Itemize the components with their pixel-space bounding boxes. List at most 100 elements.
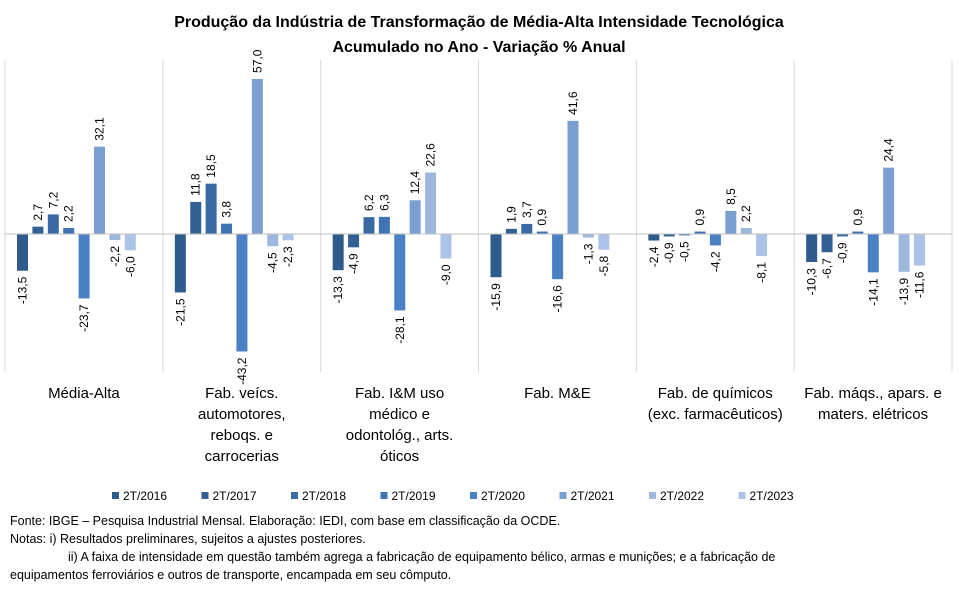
data-label: -4,2 bbox=[708, 251, 722, 272]
bar bbox=[109, 234, 121, 240]
bar bbox=[552, 234, 564, 280]
bar bbox=[409, 200, 421, 234]
data-label: 22,6 bbox=[424, 143, 438, 167]
data-label: -0,5 bbox=[678, 241, 692, 262]
bar bbox=[867, 234, 879, 273]
data-label: 3,8 bbox=[220, 201, 234, 218]
bar bbox=[821, 234, 833, 253]
data-label: -11,6 bbox=[912, 271, 926, 298]
bar-chart: Produção da Indústria de Transformação d… bbox=[4, 14, 953, 503]
data-label: -4,5 bbox=[266, 252, 280, 273]
data-label: -8,1 bbox=[755, 262, 769, 283]
category-labels-group: Média-Alta Fab. veícs. automotores, reboqs.… bbox=[48, 385, 942, 465]
legend-item: 2T/2023 bbox=[738, 489, 794, 503]
legend-item: 2T/2020 bbox=[470, 489, 525, 503]
data-label: -28,1 bbox=[393, 316, 407, 344]
bar bbox=[521, 223, 533, 234]
legend-swatch bbox=[380, 492, 388, 499]
bar bbox=[440, 234, 452, 259]
source-note: Fonte: IBGE – Pesquisa Industrial Mensal… bbox=[10, 514, 561, 528]
legend-swatch bbox=[470, 492, 477, 499]
bar bbox=[63, 228, 75, 234]
legend-swatch bbox=[201, 492, 209, 499]
bar bbox=[378, 216, 390, 234]
legend-item: 2T/2018 bbox=[291, 489, 346, 503]
chart-title: Produção da Indústria de Transformação d… bbox=[174, 14, 784, 31]
legend-item: 2T/2016 bbox=[112, 489, 167, 503]
bar bbox=[598, 234, 610, 250]
legend-label: 2T/2020 bbox=[481, 489, 525, 503]
data-label: 8,5 bbox=[724, 188, 738, 205]
bar bbox=[490, 234, 502, 278]
data-label: -9,0 bbox=[439, 264, 453, 285]
legend-label: 2T/2016 bbox=[123, 489, 167, 503]
data-label: -10,3 bbox=[805, 268, 819, 296]
legend-swatch bbox=[649, 492, 656, 499]
data-label: -4,9 bbox=[347, 253, 361, 274]
data-label: -1,3 bbox=[581, 243, 595, 264]
data-label: 41,6 bbox=[566, 91, 580, 115]
bar bbox=[898, 234, 910, 272]
bar bbox=[883, 167, 895, 234]
bar bbox=[425, 172, 437, 234]
legend-label: 2T/2018 bbox=[302, 489, 346, 503]
data-label: -0,9 bbox=[662, 242, 676, 263]
data-label: 6,2 bbox=[362, 194, 376, 211]
bar bbox=[725, 210, 737, 234]
data-label: -21,5 bbox=[173, 298, 187, 326]
data-label: -13,5 bbox=[16, 276, 30, 304]
legend-swatch bbox=[738, 492, 746, 499]
bar bbox=[251, 78, 263, 235]
category-label: Fab. M&E bbox=[524, 385, 591, 402]
data-label: 2,2 bbox=[739, 205, 753, 222]
bar bbox=[648, 234, 660, 241]
bar bbox=[174, 234, 186, 293]
category-label: Fab. I&M uso médico e odontológ., arts. óti… bbox=[346, 385, 454, 465]
note-ii-line1: ii) A faixa de intensidade em questão ta… bbox=[68, 550, 776, 564]
bar bbox=[505, 228, 517, 234]
legend-label: 2T/2022 bbox=[660, 489, 704, 503]
bar bbox=[363, 217, 375, 234]
bar bbox=[267, 234, 279, 247]
legend-label: 2T/2021 bbox=[571, 489, 615, 503]
bar bbox=[236, 234, 248, 352]
data-label: -13,9 bbox=[897, 277, 911, 305]
data-label: 12,4 bbox=[408, 171, 422, 195]
bar bbox=[32, 226, 44, 234]
bar bbox=[663, 234, 675, 237]
bar bbox=[679, 234, 691, 236]
legend-label: 2T/2017 bbox=[213, 489, 257, 503]
bar bbox=[756, 234, 768, 257]
data-label: -14,1 bbox=[866, 278, 880, 306]
category-label: Média-Alta bbox=[48, 385, 120, 402]
bar bbox=[394, 234, 406, 311]
bar bbox=[709, 234, 721, 246]
data-label: -2,3 bbox=[281, 246, 295, 267]
legend: 2T/2016 2T/2017 2T/2018 2T/2019 2T/2020 2T/20… bbox=[112, 489, 794, 503]
category-label: Fab. máqs., apars. e maters. elétricos bbox=[804, 385, 942, 423]
data-label: -5,8 bbox=[597, 255, 611, 276]
data-label: 0,9 bbox=[693, 209, 707, 226]
data-label: 2,2 bbox=[62, 205, 76, 222]
bar bbox=[190, 201, 202, 234]
bar bbox=[694, 231, 706, 234]
bar bbox=[852, 231, 864, 234]
data-label: -2,2 bbox=[108, 246, 122, 267]
value-labels-group: -13,5 -21,5 -13,3 -15,9 -2,4 -10,3 2,7 11,8 -4,9… bbox=[16, 49, 927, 385]
data-label: 7,2 bbox=[46, 191, 60, 208]
legend-swatch bbox=[112, 492, 119, 499]
chart-notes: Fonte: IBGE – Pesquisa Industrial Mensal… bbox=[10, 512, 955, 584]
legend-swatch bbox=[559, 492, 567, 499]
data-label: 1,9 bbox=[504, 206, 518, 223]
data-label: -6,0 bbox=[123, 256, 137, 277]
chart-subtitle: Acumulado no Ano - Variação % Anual bbox=[332, 39, 625, 56]
note-ii-line2: equipamentos ferroviários e outros de tr… bbox=[10, 568, 452, 582]
data-label: 2,7 bbox=[31, 204, 45, 221]
legend-swatch bbox=[291, 492, 298, 499]
bar bbox=[913, 234, 925, 266]
category-label: Fab. veícs. automotores, reboqs. e carrocer… bbox=[198, 385, 286, 465]
bar bbox=[567, 120, 579, 234]
data-label: 32,1 bbox=[93, 117, 107, 141]
bar bbox=[806, 234, 818, 263]
data-label: 6,3 bbox=[377, 194, 391, 211]
